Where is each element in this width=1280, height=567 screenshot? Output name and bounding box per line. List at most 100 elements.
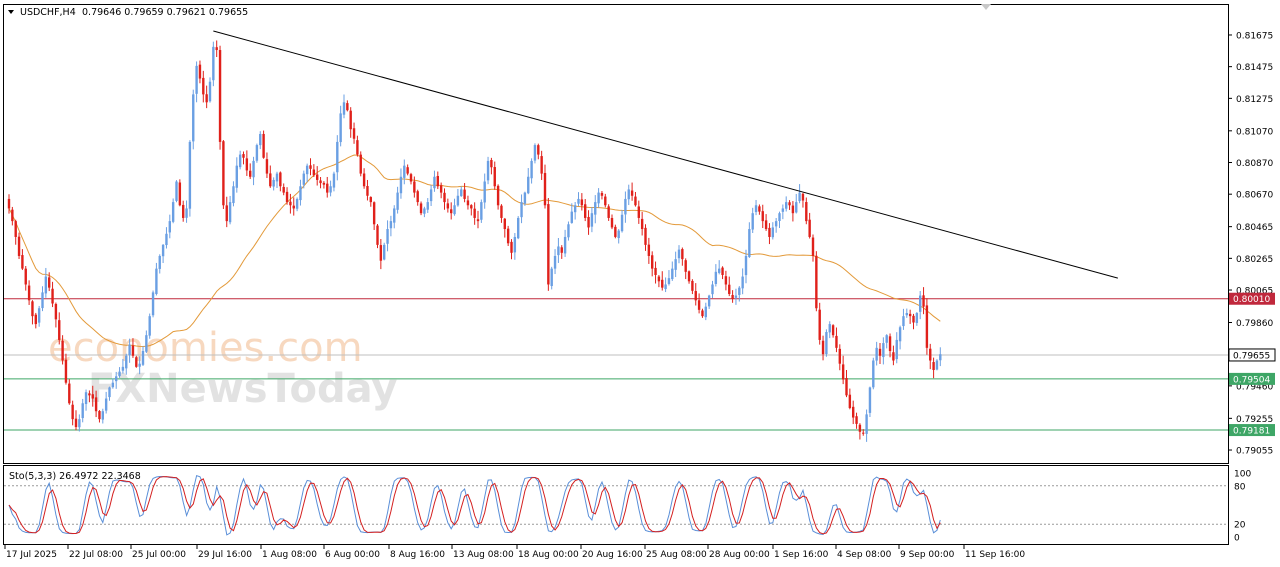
bull-candle — [570, 211, 573, 223]
bull-candle — [594, 202, 597, 215]
bull-candle — [798, 192, 801, 202]
bear-candle — [352, 128, 356, 139]
bear-candle — [761, 211, 764, 222]
bull-candle — [383, 244, 386, 260]
bull-candle — [111, 382, 115, 388]
bear-candle — [580, 199, 584, 206]
bear-candle — [610, 217, 614, 228]
bear-candle — [202, 77, 205, 95]
bear-candle — [657, 276, 661, 282]
bear-candle — [490, 159, 493, 168]
bear-candle — [600, 192, 604, 196]
bear-candle — [51, 288, 54, 304]
descending-trendline[interactable] — [213, 30, 1118, 279]
bull-candle — [627, 189, 630, 200]
bull-candle — [825, 332, 828, 355]
bear-candle — [855, 416, 858, 424]
bear-candle — [362, 173, 366, 187]
bear-candle — [805, 202, 808, 222]
bull-candle — [426, 202, 429, 210]
bull-candle — [550, 268, 553, 287]
bear-candle — [929, 348, 932, 361]
chart-shift-marker[interactable] — [981, 4, 991, 10]
bear-candle — [319, 180, 322, 184]
bull-candle — [624, 198, 627, 215]
trendline-layer[interactable] — [213, 30, 1118, 279]
price-tick-label: 0.79460 — [1236, 382, 1273, 392]
bear-candle — [7, 198, 11, 209]
bear-candle — [537, 145, 540, 155]
bear-candle — [61, 340, 64, 361]
bull-candle — [754, 205, 758, 213]
support-level-tag-text: 0.79504 — [1233, 375, 1270, 385]
bull-candle — [342, 102, 346, 115]
bull-candle — [295, 198, 299, 209]
bull-candle — [667, 278, 671, 284]
bear-candle — [74, 418, 78, 428]
time-tick-label: 4 Sep 08:00 — [837, 550, 892, 560]
bull-candle — [714, 271, 718, 284]
bear-candle — [841, 364, 845, 380]
bear-candle — [858, 424, 862, 432]
current-price-tag — [1228, 348, 1276, 362]
bull-candle — [389, 221, 393, 229]
bear-candle — [34, 314, 37, 325]
price-tick-label: 0.81475 — [1236, 63, 1273, 73]
bull-candle — [151, 292, 155, 316]
bull-candle — [671, 268, 674, 280]
bull-candle — [423, 208, 426, 214]
bear-candle — [289, 201, 292, 206]
bull-candle — [232, 186, 235, 204]
bull-candle — [577, 198, 580, 204]
bear-candle — [326, 183, 329, 193]
bear-candle — [925, 305, 929, 348]
bear-candle — [640, 218, 644, 230]
levels-layer — [4, 298, 1228, 431]
time-tick-label: 6 Aug 00:00 — [325, 550, 380, 560]
bull-candle — [125, 355, 128, 369]
bear-candle — [21, 255, 24, 269]
bear-candle — [413, 181, 416, 193]
bull-candle — [138, 363, 141, 367]
bull-candle — [939, 354, 942, 361]
bull-candle — [228, 202, 232, 223]
bull-candle — [741, 276, 744, 289]
bear-candle — [292, 205, 295, 209]
bear-candle — [607, 206, 610, 218]
bull-candle — [185, 208, 188, 218]
bear-candle — [443, 192, 446, 203]
bull-candle — [175, 181, 178, 201]
bull-candle — [875, 347, 878, 361]
bull-candle — [155, 268, 158, 294]
time-tick-label: 20 Aug 16:00 — [582, 550, 643, 560]
symbol-menu-arrow-icon[interactable] — [8, 10, 14, 14]
current-price-tag-text: 0.79655 — [1233, 351, 1270, 361]
bull-candle — [795, 202, 798, 213]
bull-candle — [744, 255, 748, 276]
bull-candle — [919, 295, 922, 312]
bear-candle — [862, 432, 865, 434]
bull-candle — [597, 192, 600, 204]
bull-candle — [108, 387, 111, 398]
bear-candle — [506, 228, 510, 244]
bull-candle — [235, 165, 238, 188]
bull-candle — [272, 179, 275, 187]
bear-candle — [724, 276, 728, 285]
bear-candle — [510, 241, 513, 253]
bear-candle — [831, 325, 835, 336]
bear-candle — [27, 285, 31, 301]
time-tick-label: 1 Aug 08:00 — [262, 550, 317, 560]
bear-candle — [349, 110, 352, 130]
bear-candle — [198, 64, 202, 79]
time-tick-label: 18 Aug 00:00 — [518, 550, 579, 560]
support-level-tag — [1229, 424, 1275, 437]
bull-candle — [259, 133, 262, 146]
bear-candle — [309, 165, 312, 169]
bull-candle — [567, 224, 570, 238]
bear-candle — [476, 219, 480, 222]
price-tick-label: 0.79055 — [1236, 447, 1273, 457]
bear-candle — [644, 227, 647, 245]
bear-candle — [416, 191, 419, 203]
bear-candle — [450, 209, 453, 214]
